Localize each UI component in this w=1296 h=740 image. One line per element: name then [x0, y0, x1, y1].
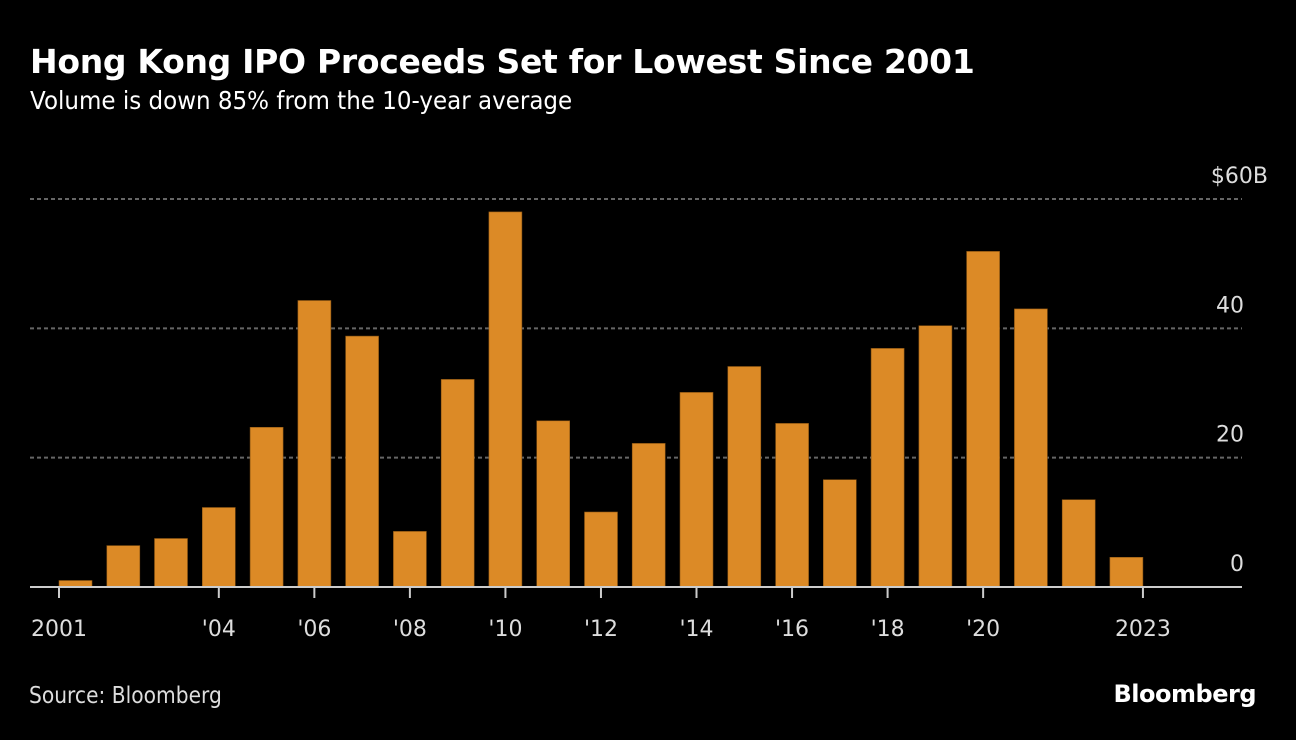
bar-2020 [966, 251, 1000, 588]
bar-2004 [202, 507, 236, 588]
bar-2003 [154, 538, 188, 588]
y-axis-labels: 0 20 40 $60B [1211, 164, 1268, 577]
bar-2009 [440, 379, 475, 588]
bloomberg-logo: Bloomberg [1113, 680, 1257, 708]
y-tick-label: $60B [1211, 164, 1268, 189]
bar-2010 [488, 211, 523, 588]
source-note: Source: Bloomberg [29, 683, 222, 709]
x-tick-label: '14 [679, 617, 713, 642]
bar-2007 [345, 335, 379, 588]
bar-2002 [106, 545, 141, 588]
bar-2021 [1014, 308, 1048, 588]
bar-2019 [918, 325, 953, 588]
bar-2015 [727, 366, 762, 588]
x-tick-label: '10 [488, 617, 522, 642]
bar-2018 [870, 348, 905, 588]
chart-title: Hong Kong IPO Proceeds Set for Lowest Si… [30, 42, 975, 81]
x-tick-label: '18 [871, 617, 905, 642]
gridlines [30, 198, 1242, 459]
bar-2011 [536, 420, 571, 588]
x-tick-label: '16 [775, 617, 809, 642]
x-tick-label: '12 [584, 617, 618, 642]
bar-2017 [822, 479, 857, 588]
x-tick-label: '04 [202, 617, 236, 642]
bar-2005 [249, 426, 284, 588]
bar-2012 [584, 511, 618, 588]
bar-2006 [297, 300, 332, 588]
x-axis-labels: 2001 '04 '06 '08 '10 '12 '14 '16 '18 '20 2023 [31, 617, 1171, 642]
bar-2016 [775, 423, 809, 588]
x-axis [30, 586, 1242, 598]
bar-2022 [1061, 499, 1096, 588]
x-tick-label: 2023 [1115, 617, 1171, 642]
x-tick-label: '20 [966, 617, 1000, 642]
x-tick-label: 2001 [31, 617, 87, 642]
bar-2013 [631, 443, 666, 588]
bar-2023 [1109, 556, 1144, 588]
chart-subtitle: Volume is down 85% from the 10-year aver… [30, 86, 573, 115]
bar-2014 [679, 392, 714, 588]
y-tick-label: 20 [1216, 423, 1244, 448]
y-tick-label: 40 [1216, 293, 1244, 318]
x-tick-label: '06 [297, 617, 331, 642]
x-tick-label: '08 [393, 617, 427, 642]
y-tick-label: 0 [1230, 552, 1244, 577]
bar-2008 [393, 531, 427, 588]
bars [58, 211, 1144, 588]
